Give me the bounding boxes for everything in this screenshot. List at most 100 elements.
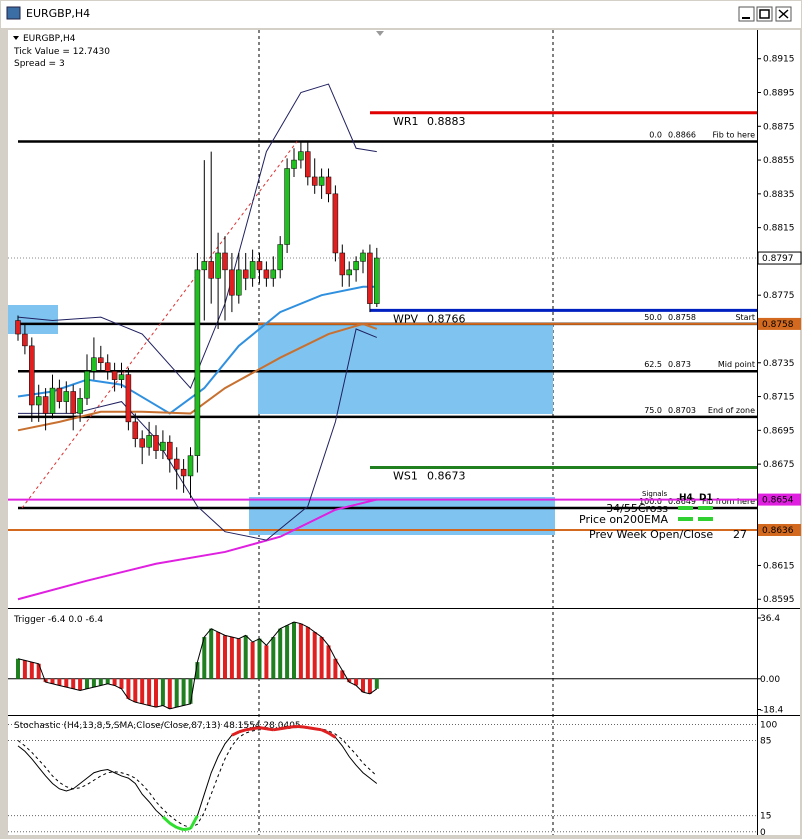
trigger-tick-label: 0.00 <box>760 675 780 685</box>
candle-body <box>98 357 104 364</box>
stochastic-oversold <box>161 815 171 825</box>
shift-marker <box>376 31 384 36</box>
fib-level: 75.0 <box>644 406 662 415</box>
candle-body <box>270 269 277 279</box>
stochastic-overbought <box>252 726 260 731</box>
price-tick-label: 0.8695 <box>763 426 795 436</box>
candle-body <box>201 261 208 271</box>
candle-body <box>153 435 159 451</box>
fib-level: 100.0 <box>639 497 662 506</box>
fib-price: 0.8703 <box>668 406 696 415</box>
trigger-bar <box>223 635 227 679</box>
chart-area <box>8 30 800 835</box>
price-tick-label: 0.8875 <box>763 122 795 132</box>
zone-box <box>249 497 555 535</box>
trigger-bar <box>305 627 310 679</box>
tick-value: Tick Value = 12.7430 <box>13 47 110 57</box>
indicator-line <box>17 285 377 415</box>
pivot-price: 0.8883 <box>427 115 466 128</box>
stochastic-overbought <box>286 725 295 730</box>
fib-price: 0.8758 <box>668 313 696 322</box>
stochastic-signal <box>17 727 378 829</box>
trigger-bar <box>91 678 96 688</box>
trigger-bar <box>181 678 186 706</box>
stochastic-overbought <box>279 726 288 731</box>
signal-indicator <box>678 506 693 510</box>
price-tick-label: 0.8615 <box>763 561 795 571</box>
candle-body <box>242 269 249 279</box>
stochastic-overbought <box>314 727 322 732</box>
trigger-bar <box>298 623 303 679</box>
trigger-bar <box>264 645 269 679</box>
zone-box <box>258 323 553 414</box>
candle-body <box>187 455 194 477</box>
trigger-bar <box>257 638 262 679</box>
trigger-bar <box>174 678 179 708</box>
trigger-bar <box>229 637 234 679</box>
trigger-tick-label: 36.4 <box>760 614 780 624</box>
candle-body <box>305 151 311 178</box>
trigger-bar <box>347 678 352 683</box>
trigger-bar <box>71 678 76 689</box>
price-tick-label: 0.8735 <box>763 359 795 369</box>
prev-week-count: 27 <box>733 528 747 541</box>
trigger-bar <box>278 628 283 679</box>
trigger-label: Trigger -6.4 0.0 -6.4 <box>13 615 103 625</box>
trigger-bar <box>195 662 200 679</box>
trigger-bar <box>147 678 152 706</box>
candle-body <box>291 159 297 169</box>
candle-body <box>222 252 228 271</box>
trigger-bar <box>85 678 89 689</box>
trigger-bar <box>326 645 331 679</box>
price-tick-label: 0.8915 <box>763 55 795 65</box>
signals-column: H4 <box>679 493 693 503</box>
trigger-bar <box>154 678 158 708</box>
trigger-bar <box>216 632 221 679</box>
fib-note: Fib to here <box>713 130 756 139</box>
trigger-bar <box>105 678 110 684</box>
fib-price: 0.8866 <box>668 130 696 139</box>
window-title: EURGBP,H4 <box>26 7 90 20</box>
candle-body <box>353 261 359 271</box>
candle-body <box>15 320 21 335</box>
stochastic-tick-label: 0 <box>760 828 766 835</box>
stochastic-overbought <box>300 725 309 730</box>
trigger-bar <box>250 642 255 679</box>
candle-body <box>56 387 63 402</box>
stochastic-oversold <box>183 827 191 832</box>
candle-body <box>84 370 90 399</box>
candle-body <box>77 397 83 414</box>
candle-body <box>332 193 339 254</box>
price-tick-label: 0.8815 <box>763 224 795 234</box>
price-tag <box>758 317 801 330</box>
stochastic-overbought <box>273 727 281 732</box>
current-price-tag <box>757 251 802 265</box>
trigger-bar <box>292 622 296 679</box>
trigger-bar <box>312 632 317 679</box>
price-tick-label: 0.8715 <box>763 393 795 403</box>
trigger-bar <box>354 678 359 686</box>
trigger-bar <box>22 660 27 679</box>
signal-indicator <box>678 517 693 521</box>
stochastic-tick-label: 85 <box>760 737 771 747</box>
current-price-label: 0.8797 <box>762 254 794 264</box>
candle-body <box>118 374 125 380</box>
trigger-bar <box>340 670 345 679</box>
window-buttons[interactable] <box>738 6 792 22</box>
trigger-bar <box>50 678 55 684</box>
fib-note: Fib from here <box>702 497 755 506</box>
candle-body <box>42 396 49 414</box>
price-tick-label: 0.8835 <box>763 190 795 200</box>
pivot-name: WPV <box>393 312 419 325</box>
candle-body <box>104 362 111 372</box>
stochastic-tick-label: 15 <box>760 812 771 822</box>
trigger-bar <box>160 678 165 706</box>
panel-menu-arrow[interactable] <box>13 36 19 40</box>
prev-week-label: Prev Week Open/Close <box>589 528 713 541</box>
candle-body <box>194 269 201 456</box>
trigger-tick-label: -18.4 <box>760 705 784 715</box>
stochastic-overbought <box>320 728 330 735</box>
fib-note: Start <box>735 313 755 322</box>
candle-body <box>91 357 97 372</box>
